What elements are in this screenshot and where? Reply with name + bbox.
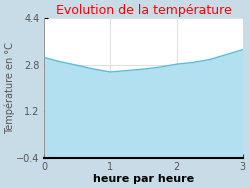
X-axis label: heure par heure: heure par heure [93,174,194,184]
Y-axis label: Température en °C: Température en °C [4,42,15,134]
Title: Evolution de la température: Evolution de la température [56,4,232,17]
